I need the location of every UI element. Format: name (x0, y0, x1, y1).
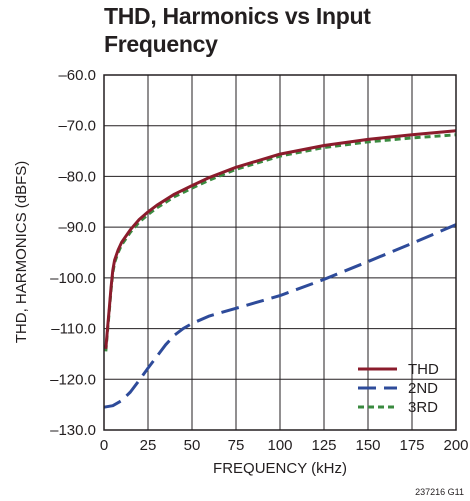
chart-title: THD, Harmonics vs Input Frequency (104, 3, 371, 57)
x-tick-label: 25 (140, 437, 157, 454)
x-tick-label: 50 (184, 437, 201, 454)
x-tick-label: 200 (443, 437, 468, 454)
y-tick-label: –110.0 (51, 321, 96, 338)
x-tick-label: 125 (311, 437, 336, 454)
y-tick-label: –130.0 (50, 422, 96, 439)
x-tick-labels: 0 25 50 75 100 125 150 175 200 (100, 437, 469, 454)
x-tick-label: 75 (228, 437, 245, 454)
y-tick-label: –100.0 (50, 270, 96, 287)
grid (103, 74, 457, 431)
figure-id: 237216 G11 (415, 487, 464, 497)
y-tick-label: –70.0 (58, 118, 96, 135)
series-lines (103, 129, 457, 409)
series-line-3rd (104, 133, 457, 352)
plot-frame (103, 74, 457, 431)
y-tick-label: –60.0 (58, 67, 96, 84)
x-tick-label: 150 (355, 437, 380, 454)
legend-label-2nd: 2ND (408, 380, 438, 397)
x-tick-label: 0 (100, 437, 108, 454)
legend-label-thd: THD (408, 361, 439, 378)
y-tick-label: –120.0 (50, 371, 96, 388)
y-tick-label: –90.0 (58, 219, 96, 236)
series-line-2nd (103, 223, 457, 409)
y-tick-labels: –60.0 –70.0 –80.0 –90.0 –100.0 –110.0 –120.0 –1… (50, 67, 96, 439)
series-line-thd (104, 129, 457, 350)
legend: THD 2ND 3RD (358, 361, 439, 416)
legend-label-3rd: 3RD (408, 399, 438, 416)
x-axis-title: FREQUENCY (kHz) (213, 460, 347, 477)
x-tick-label: 100 (267, 437, 292, 454)
x-tick-label: 175 (399, 437, 424, 454)
y-axis-title: THD, HARMONICS (dBFS) (13, 161, 30, 344)
y-tick-label: –80.0 (58, 168, 96, 185)
